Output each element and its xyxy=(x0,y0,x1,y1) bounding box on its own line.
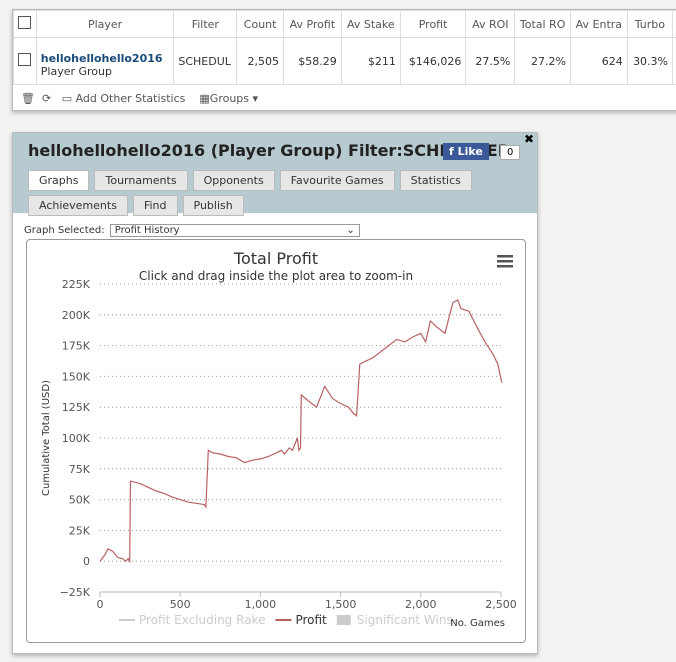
tab[interactable]: Find xyxy=(132,195,178,216)
profit-line xyxy=(99,299,503,564)
like-text: Like xyxy=(457,145,483,158)
like-button[interactable]: f Like xyxy=(443,143,489,160)
icon-refresh[interactable]: ⟳ xyxy=(41,92,52,105)
column-header[interactable]: Count xyxy=(236,10,284,38)
y-tick-label: −25K xyxy=(60,586,91,599)
row-select xyxy=(13,37,37,85)
column-header[interactable]: Player xyxy=(35,10,175,38)
groups-text: Groups xyxy=(209,92,250,105)
graph-selector: Graph Selected: Profit History ⌄ xyxy=(24,224,360,237)
x-tick-label: 2,000 xyxy=(405,598,437,611)
y-tick-label: 150K xyxy=(62,370,91,383)
cell: $211 xyxy=(340,37,401,85)
y-tick-label: 25K xyxy=(69,524,91,537)
tab[interactable]: Publish xyxy=(182,195,244,216)
graph-panel: ✖ hellohellohello2016 (Player Group) Fil… xyxy=(12,132,538,654)
y-tick-label: 225K xyxy=(62,278,91,291)
menu-bar xyxy=(497,265,513,268)
icon-delete[interactable]: 🗑 xyxy=(21,92,35,105)
y-tick-label: 175K xyxy=(62,340,91,353)
tab[interactable]: Favourite Games xyxy=(279,170,395,191)
x-axis-label: No. Games xyxy=(450,618,505,629)
graph-select-value: Profit History xyxy=(114,225,180,236)
y-tick-label: 0 xyxy=(83,555,90,568)
column-header[interactable]: C xyxy=(672,10,676,38)
fb-icon: f xyxy=(449,145,458,158)
tab[interactable]: Graphs xyxy=(28,170,90,191)
column-header[interactable]: Av ROI xyxy=(465,10,516,38)
cell xyxy=(672,37,676,85)
add-statistics-text: Add Other Statistics xyxy=(75,92,186,105)
graph-select[interactable]: Profit History ⌄ xyxy=(109,224,360,237)
tab[interactable]: Achievements xyxy=(28,195,128,216)
panel-title: hellohellohello2016 (Player Group) Filte… xyxy=(28,141,511,160)
cell: 27.2% xyxy=(514,37,571,85)
y-tick-label: 125K xyxy=(62,401,91,414)
groups-dropdown[interactable]: ▦Groups ▾ xyxy=(199,92,259,105)
cell: $58.29 xyxy=(282,37,342,85)
column-header[interactable]: Filter xyxy=(173,10,238,38)
cell: 30.3% xyxy=(626,37,674,85)
stats-table: Player Filter Count Av Profit Av Stake Profit… xyxy=(13,10,676,85)
column-header[interactable]: Av Entra xyxy=(569,10,628,38)
column-header[interactable]: Turbo xyxy=(626,10,674,38)
cell: 2,505 xyxy=(236,37,284,85)
chart-subtitle: Click and drag inside the plot area to z… xyxy=(139,269,413,283)
cell: $146,026 xyxy=(399,37,467,85)
checkbox[interactable] xyxy=(18,53,32,66)
cell: 27.5% xyxy=(465,37,516,85)
player-cell: hellohellohello2016 Player Group xyxy=(35,37,175,85)
like-count: 0 xyxy=(500,145,521,160)
column-header[interactable]: Profit xyxy=(399,10,467,38)
player-name[interactable]: hellohellohello2016 xyxy=(40,52,163,65)
legend-symbol xyxy=(336,615,351,625)
y-tick-label: 50K xyxy=(69,494,91,507)
stats-table-box: Player Filter Count Av Profit Av Stake Profit… xyxy=(12,9,676,111)
column-header[interactable]: Av Profit xyxy=(282,10,342,38)
tab-bar: Graphs Tournaments Opponents Favourite Game… xyxy=(28,169,518,219)
chart-title: Total Profit xyxy=(233,249,318,268)
x-tick-label: 500 xyxy=(170,598,191,611)
toolbar: 🗑 ⟳ ▭ Add Other Statistics ▦Groups ▾ xyxy=(21,92,258,105)
player-group: Player Group xyxy=(40,65,112,78)
checkbox[interactable] xyxy=(18,16,32,29)
tab[interactable]: Opponents xyxy=(192,170,275,191)
data-row: hellohellohello2016 Player Group SCHEDUL 2,… xyxy=(13,37,676,85)
add-statistics[interactable]: ▭ Add Other Statistics xyxy=(61,92,186,105)
x-tick-label: 0 xyxy=(97,598,104,611)
x-tick-label: 2,500 xyxy=(485,598,517,611)
menu-bar xyxy=(497,255,513,258)
cell: SCHEDUL xyxy=(173,37,238,85)
legend-item[interactable]: Profit xyxy=(295,613,327,627)
legend-item[interactable]: Profit Excluding Rake xyxy=(139,613,265,627)
column-header[interactable]: Av Stake xyxy=(340,10,401,38)
y-tick-label: 100K xyxy=(62,432,91,445)
select-all xyxy=(13,10,37,38)
tab[interactable]: Tournaments xyxy=(94,170,188,191)
x-tick-label: 1,500 xyxy=(325,598,357,611)
graph-selected-label: Graph Selected: xyxy=(24,225,105,236)
column-header[interactable]: Total RO xyxy=(514,10,571,38)
cell: 624 xyxy=(569,37,628,85)
legend-item[interactable]: Significant Wins xyxy=(357,613,453,627)
header-row: Player Filter Count Av Profit Av Stake Profit… xyxy=(13,10,676,38)
y-tick-label: 75K xyxy=(69,463,91,476)
select-arrow: ⌄ xyxy=(346,225,355,236)
x-tick-label: 1,000 xyxy=(245,598,277,611)
menu-bar xyxy=(497,260,513,263)
close-button[interactable]: ✖ xyxy=(524,132,535,146)
y-tick-label: 200K xyxy=(62,309,91,322)
chart-menu[interactable] xyxy=(497,255,513,268)
y-axis-label: Cumulative Total (USD) xyxy=(41,380,52,496)
tab[interactable]: Statistics xyxy=(399,170,472,191)
